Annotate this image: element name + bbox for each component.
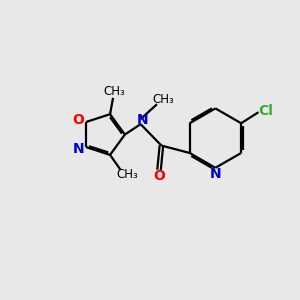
Text: O: O	[72, 113, 84, 128]
Text: CH₃: CH₃	[116, 168, 138, 181]
Text: Cl: Cl	[258, 104, 273, 118]
Text: N: N	[136, 113, 148, 127]
Text: N: N	[210, 167, 221, 181]
Text: CH₃: CH₃	[104, 85, 125, 98]
Text: CH₃: CH₃	[153, 93, 174, 106]
Text: O: O	[153, 169, 165, 184]
Text: N: N	[73, 142, 85, 156]
